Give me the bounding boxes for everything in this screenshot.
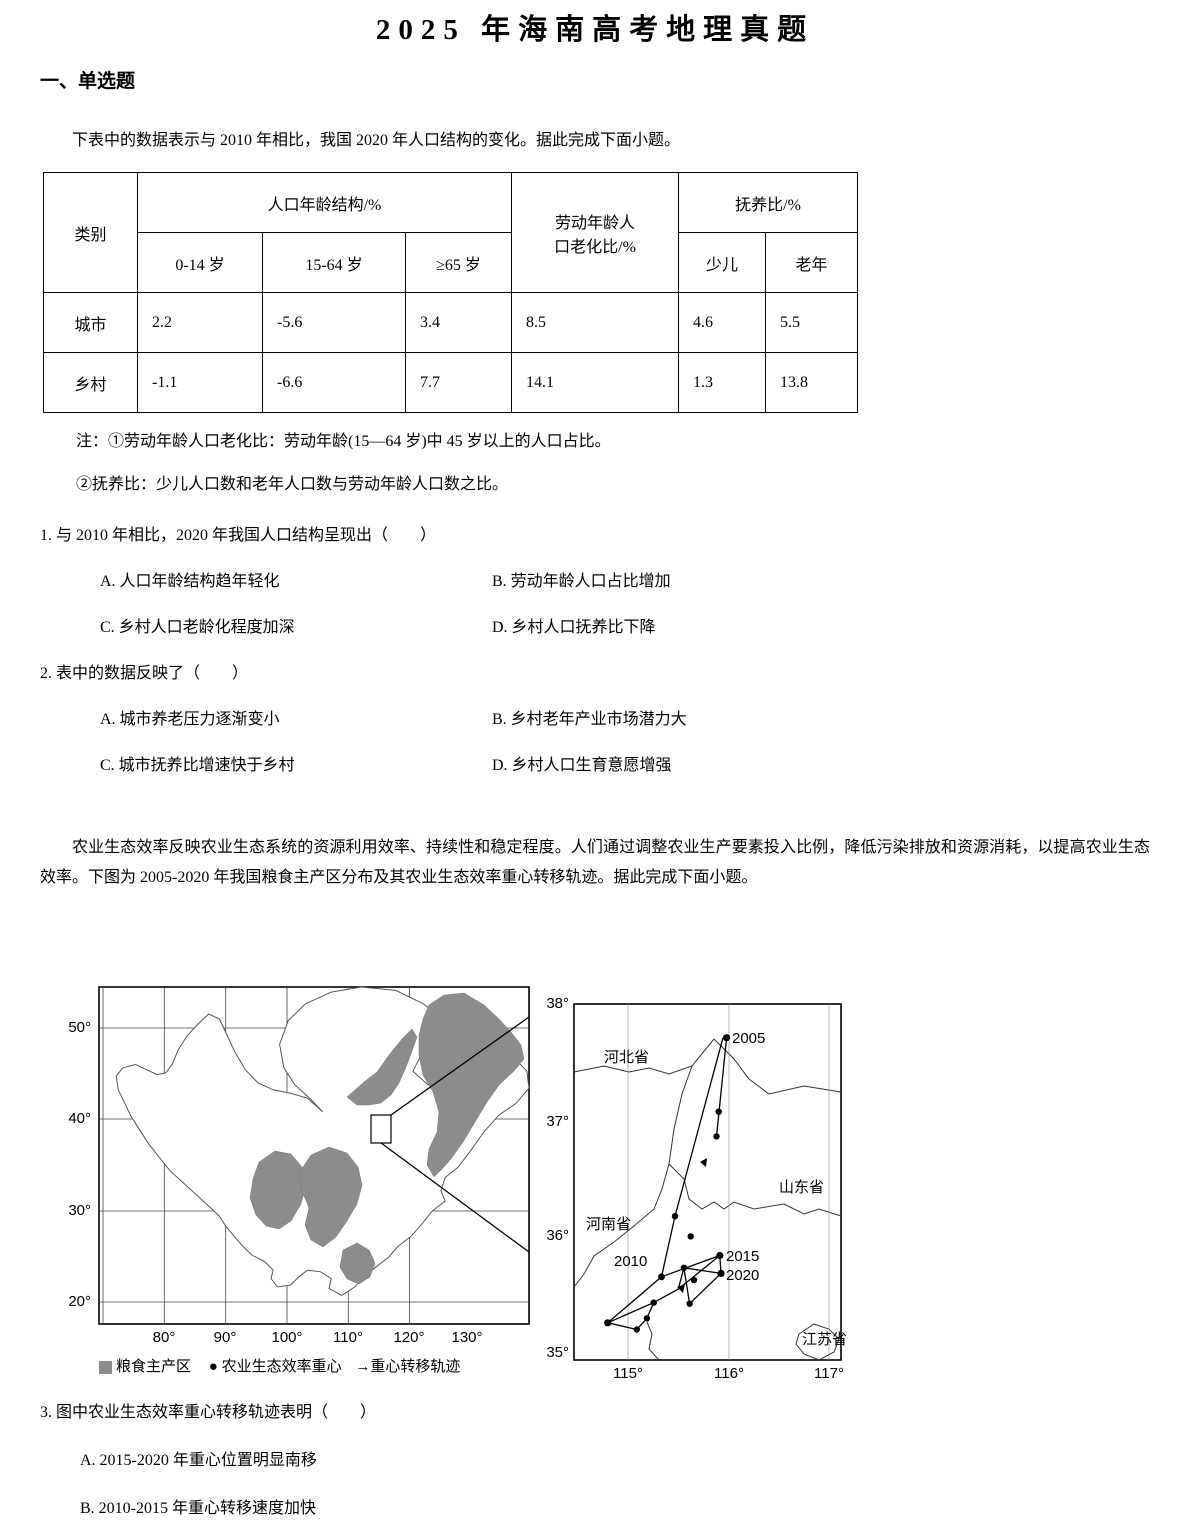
svg-text:江苏省: 江苏省: [802, 1331, 847, 1348]
svg-text:36°: 36°: [546, 1227, 569, 1244]
svg-text:50°: 50°: [68, 1019, 91, 1036]
svg-text:40°: 40°: [68, 1110, 91, 1127]
svg-text:35°: 35°: [546, 1344, 569, 1361]
svg-text:38°: 38°: [546, 995, 569, 1012]
svg-text:2005: 2005: [732, 1030, 765, 1047]
svg-text:2015: 2015: [726, 1248, 759, 1265]
svg-text:2020: 2020: [726, 1267, 759, 1284]
svg-text:80°: 80°: [153, 1329, 176, 1346]
svg-text:130°: 130°: [451, 1329, 482, 1346]
svg-text:110°: 110°: [333, 1329, 363, 1346]
svg-text:37°: 37°: [546, 1113, 569, 1130]
svg-text:120°: 120°: [393, 1329, 424, 1346]
svg-text:90°: 90°: [214, 1329, 237, 1346]
svg-text:山东省: 山东省: [779, 1179, 824, 1196]
svg-text:117°: 117°: [814, 1365, 844, 1382]
svg-text:20°: 20°: [68, 1293, 91, 1310]
svg-text:116°: 116°: [714, 1365, 744, 1382]
svg-text:河南省: 河南省: [586, 1216, 631, 1233]
svg-text:30°: 30°: [68, 1202, 91, 1219]
svg-text:115°: 115°: [613, 1365, 643, 1382]
svg-text:河北省: 河北省: [604, 1049, 649, 1066]
svg-text:2010: 2010: [614, 1253, 647, 1270]
svg-text:100°: 100°: [271, 1329, 302, 1346]
